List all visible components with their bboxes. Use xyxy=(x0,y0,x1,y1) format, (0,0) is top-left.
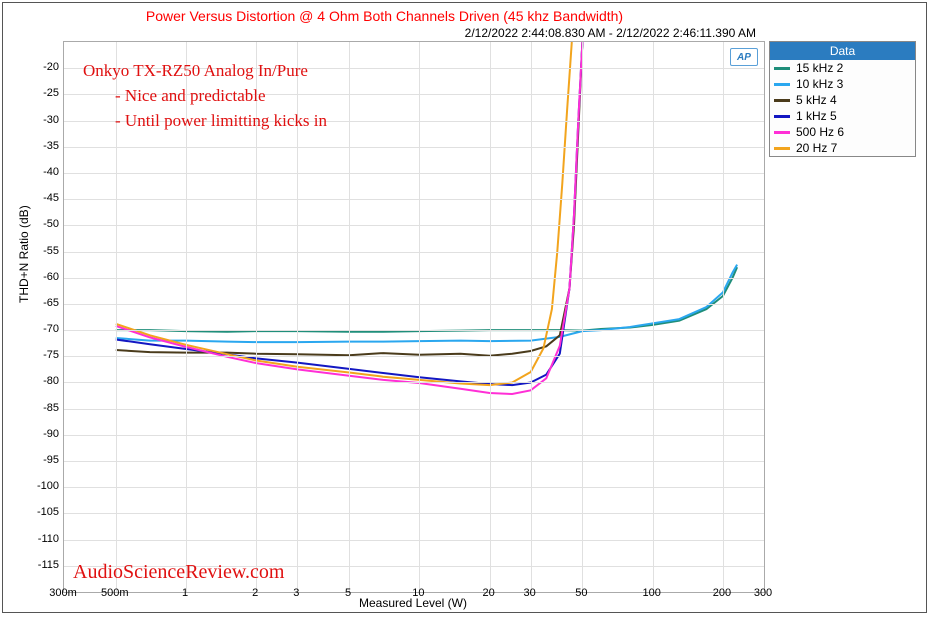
gridline-h xyxy=(64,330,764,331)
x-tick-label: 10 xyxy=(412,587,424,599)
gridline-v xyxy=(582,42,583,592)
y-tick-label: -100 xyxy=(31,480,59,492)
y-tick-label: -90 xyxy=(31,428,59,440)
x-tick-label: 1 xyxy=(182,587,188,599)
legend-swatch xyxy=(774,147,790,150)
x-tick-label: 50 xyxy=(575,587,587,599)
x-tick-label: 200 xyxy=(713,587,731,599)
y-tick-label: -110 xyxy=(31,533,59,545)
legend-swatch xyxy=(774,83,790,86)
gridline-h xyxy=(64,409,764,410)
gridline-h xyxy=(64,304,764,305)
gridline-h xyxy=(64,461,764,462)
x-tick-label: 20 xyxy=(482,587,494,599)
gridline-h xyxy=(64,356,764,357)
x-tick-label: 30 xyxy=(524,587,536,599)
gridline-h xyxy=(64,147,764,148)
x-tick-label: 100 xyxy=(642,587,660,599)
legend-item[interactable]: 10 kHz 3 xyxy=(770,76,915,92)
y-tick-label: -35 xyxy=(31,140,59,152)
gridline-h xyxy=(64,487,764,488)
annotation-text: Onkyo TX-RZ50 Analog In/Pure xyxy=(83,61,308,81)
legend-label: 5 kHz 4 xyxy=(796,93,837,107)
legend-item[interactable]: 15 kHz 2 xyxy=(770,60,915,76)
y-tick-label: -30 xyxy=(31,114,59,126)
y-tick-label: -70 xyxy=(31,323,59,335)
y-tick-label: -75 xyxy=(31,349,59,361)
gridline-v xyxy=(723,42,724,592)
y-tick-label: -105 xyxy=(31,506,59,518)
watermark-text: AudioScienceReview.com xyxy=(73,561,284,584)
legend-box: Data 15 kHz 2 10 kHz 3 5 kHz 4 1 kHz 5 500 H… xyxy=(769,41,916,157)
outer-frame: Power Versus Distortion @ 4 Ohm Both Cha… xyxy=(2,2,927,613)
y-tick-label: -25 xyxy=(31,87,59,99)
y-tick-label: -20 xyxy=(31,61,59,73)
x-tick-label: 3 xyxy=(293,587,299,599)
y-tick-label: -55 xyxy=(31,245,59,257)
legend-swatch xyxy=(774,131,790,134)
y-tick-label: -50 xyxy=(31,218,59,230)
legend-item[interactable]: 5 kHz 4 xyxy=(770,92,915,108)
gridline-v xyxy=(349,42,350,592)
gridline-v xyxy=(653,42,654,592)
y-tick-label: -60 xyxy=(31,271,59,283)
legend-swatch xyxy=(774,67,790,70)
y-tick-label: -65 xyxy=(31,297,59,309)
legend-label: 10 kHz 3 xyxy=(796,77,843,91)
gridline-h xyxy=(64,173,764,174)
legend-item[interactable]: 1 kHz 5 xyxy=(770,108,915,124)
gridline-h xyxy=(64,540,764,541)
legend-header: Data xyxy=(770,42,915,60)
x-tick-label: 300m xyxy=(49,587,77,599)
legend-label: 1 kHz 5 xyxy=(796,109,837,123)
legend-label: 500 Hz 6 xyxy=(796,125,844,139)
gridline-v xyxy=(531,42,532,592)
gridline-h xyxy=(64,382,764,383)
x-tick-label: 2 xyxy=(252,587,258,599)
chart-title: Power Versus Distortion @ 4 Ohm Both Cha… xyxy=(3,8,766,24)
x-tick-label: 500m xyxy=(101,587,129,599)
gridline-h xyxy=(64,199,764,200)
y-tick-label: -95 xyxy=(31,454,59,466)
y-tick-label: -45 xyxy=(31,192,59,204)
legend-swatch xyxy=(774,115,790,118)
gridline-v xyxy=(419,42,420,592)
legend-label: 15 kHz 2 xyxy=(796,61,843,75)
gridline-h xyxy=(64,278,764,279)
legend-swatch xyxy=(774,99,790,102)
legend-label: 20 Hz 7 xyxy=(796,141,837,155)
gridline-h xyxy=(64,435,764,436)
x-tick-label: 300 xyxy=(754,587,772,599)
annotation-text: - Nice and predictable xyxy=(115,86,266,106)
y-tick-label: -40 xyxy=(31,166,59,178)
gridline-h xyxy=(64,225,764,226)
legend-body: 15 kHz 2 10 kHz 3 5 kHz 4 1 kHz 5 500 Hz 6 20… xyxy=(770,60,915,156)
legend-item[interactable]: 20 Hz 7 xyxy=(770,140,915,156)
x-tick-label: 5 xyxy=(345,587,351,599)
annotation-text: - Until power limitting kicks in xyxy=(115,111,327,131)
legend-item[interactable]: 500 Hz 6 xyxy=(770,124,915,140)
y-axis-label: THD+N Ratio (dB) xyxy=(17,205,31,303)
gridline-v xyxy=(490,42,491,592)
y-tick-label: -115 xyxy=(31,559,59,571)
y-tick-label: -80 xyxy=(31,375,59,387)
timestamp: 2/12/2022 2:44:08.830 AM - 2/12/2022 2:4… xyxy=(465,26,756,40)
y-tick-label: -85 xyxy=(31,402,59,414)
gridline-h xyxy=(64,252,764,253)
gridline-h xyxy=(64,513,764,514)
